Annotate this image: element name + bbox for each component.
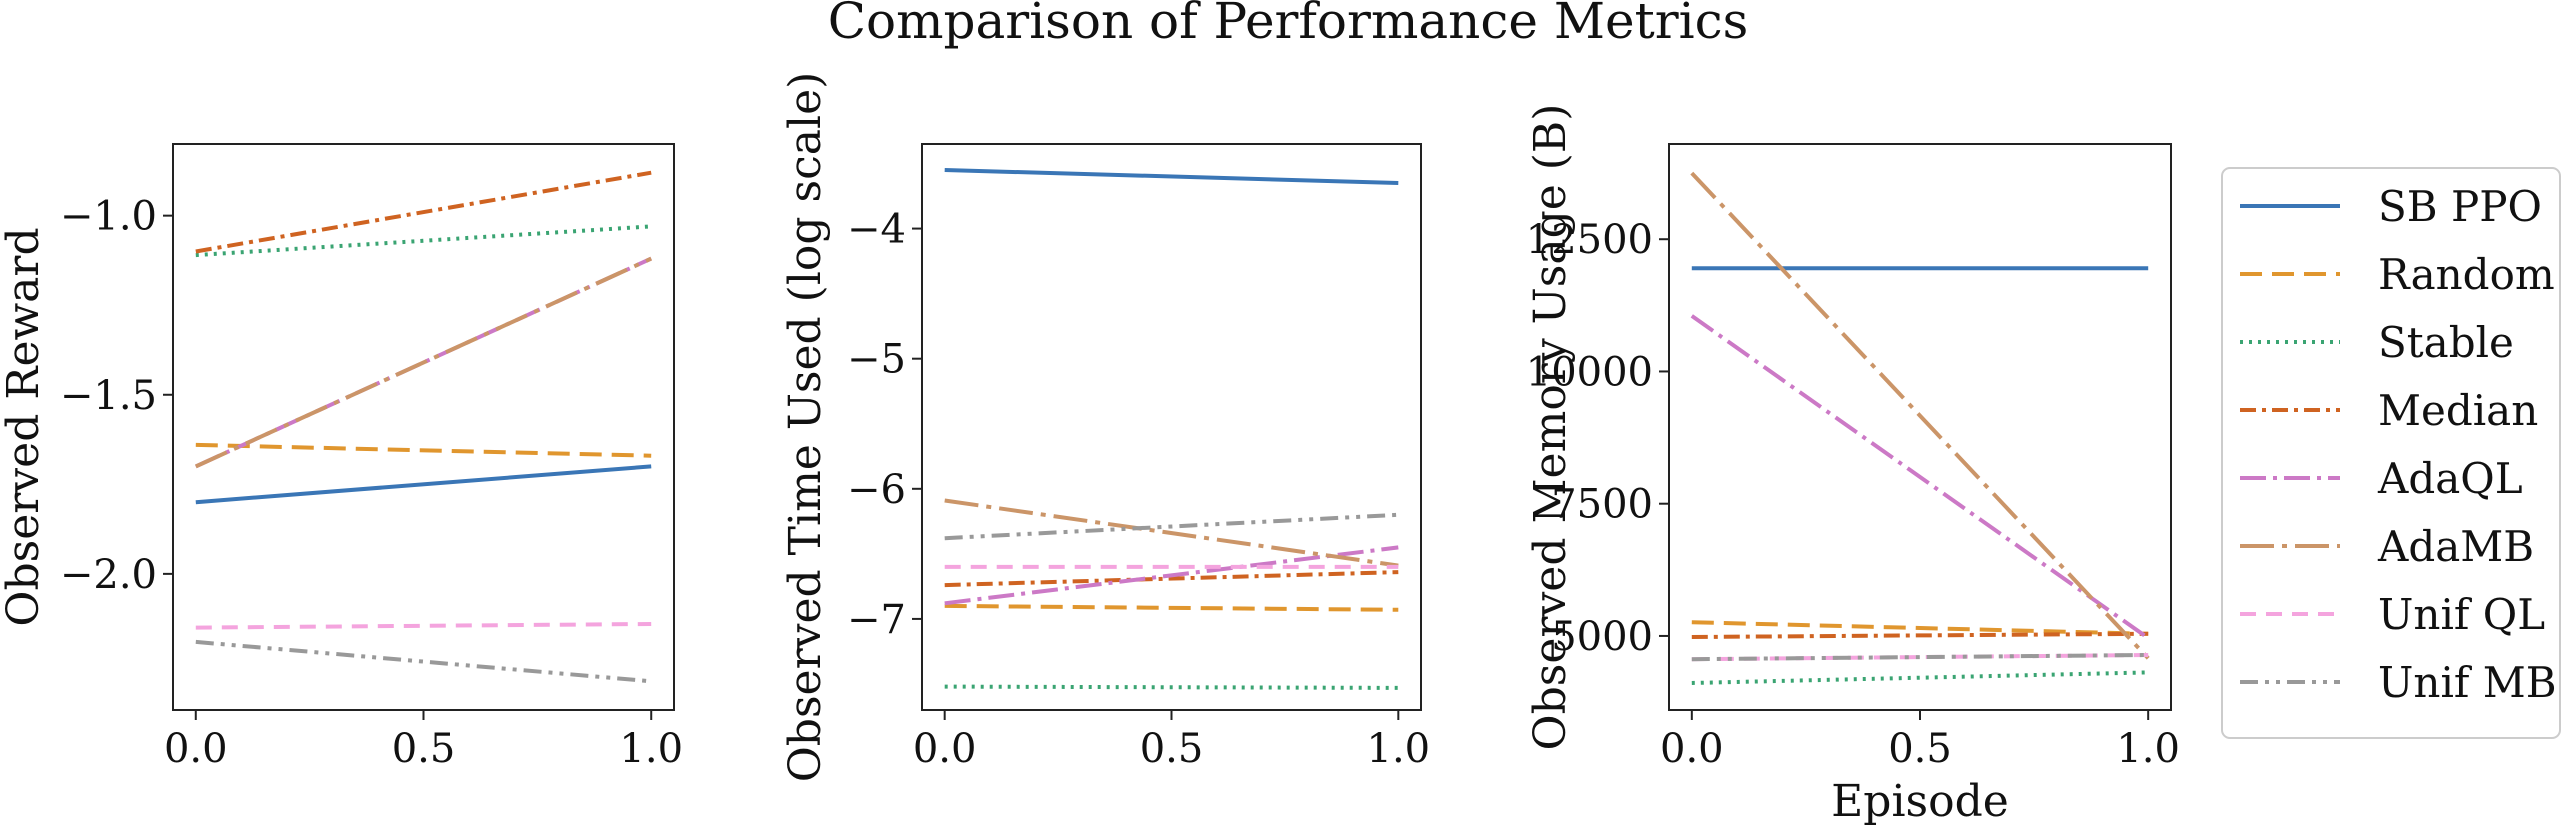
series-line-random: [1691, 620, 2149, 636]
x-tick-label: 1.0: [1367, 726, 1431, 772]
x-tick-label: 1.0: [2116, 726, 2180, 772]
series-line-adamb: [944, 498, 1399, 568]
series-line-median: [1691, 631, 2149, 639]
x-tick-label: 0.0: [913, 726, 977, 772]
legend-label: Unif QL: [2378, 590, 2545, 639]
legend-label: AdaMB: [2377, 522, 2534, 571]
y-tick-label: −5: [847, 337, 906, 383]
y-tick-label: −1.0: [60, 194, 157, 240]
series-line-adaql: [1690, 314, 2150, 640]
y-axis-label: Observed Time Used (log scale): [780, 72, 831, 783]
y-tick-label: −4: [847, 207, 906, 253]
legend-frame: [2221, 167, 2561, 739]
y-tick-label: 7500: [1551, 482, 1653, 528]
legend-label: Random: [2378, 250, 2555, 299]
x-tick-label: 0.5: [1888, 726, 1952, 772]
series-line-median: [944, 570, 1399, 588]
series-line-unif-mb: [195, 639, 652, 684]
legend-label: Unif MB: [2378, 658, 2557, 707]
series-line-unif-mb: [944, 512, 1399, 541]
subplot-2: 0.0 0.5 1.0 −4 −5 −6 −7 Observed Time Used (log…: [780, 72, 1430, 783]
series-line-median: [195, 170, 652, 254]
y-tick-label: −2.0: [60, 552, 157, 598]
series-line-unif-ql: [195, 622, 652, 630]
y-tick-label: −6: [847, 467, 906, 513]
y-axis-label: Observed Memory Usage (B): [1525, 104, 1576, 751]
x-tick-label: 0.5: [392, 726, 456, 772]
y-axis-label: Observed Reward: [0, 227, 49, 626]
series-line-stable: [944, 684, 1399, 690]
series-line-random: [944, 603, 1399, 612]
series-line-stable: [195, 224, 652, 258]
y-tick-label: 5000: [1551, 614, 1653, 660]
series-group: [944, 168, 1399, 690]
series-line-adaql: [944, 545, 1399, 606]
series-line-unif-mb: [1691, 653, 2149, 662]
legend-label: SB PPO: [2378, 182, 2542, 231]
x-tick-label: 0.0: [164, 726, 228, 772]
y-tick-label: 12500: [1526, 217, 1653, 263]
legend-label: AdaQL: [2377, 454, 2523, 503]
y-tick-label: −7: [847, 597, 906, 643]
series-line-sb-ppo: [944, 168, 1399, 185]
series-line-sb-ppo: [195, 464, 652, 505]
series-line-adamb: [194, 256, 653, 469]
series-line-adamb: [1690, 171, 2150, 660]
legend: SB PPO Random Stable Median AdaQL AdaMB Unif Q…: [2221, 167, 2561, 739]
x-tick-label: 0.0: [1660, 726, 1724, 772]
legend-label: Median: [2378, 386, 2538, 435]
y-tick-label: −1.5: [60, 373, 157, 419]
x-tick-label: 1.0: [619, 726, 683, 772]
y-tick-label: 10000: [1526, 349, 1653, 395]
figure-title: Comparison of Performance Metrics: [828, 0, 1749, 50]
legend-label: Stable: [2378, 318, 2514, 367]
x-axis-label: Episode: [1831, 776, 2009, 826]
series-group: [194, 170, 653, 684]
series-line-stable: [1691, 670, 2149, 685]
series-line-random: [195, 442, 652, 458]
series-group: [1690, 171, 2150, 685]
x-tick-label: 0.5: [1140, 726, 1204, 772]
